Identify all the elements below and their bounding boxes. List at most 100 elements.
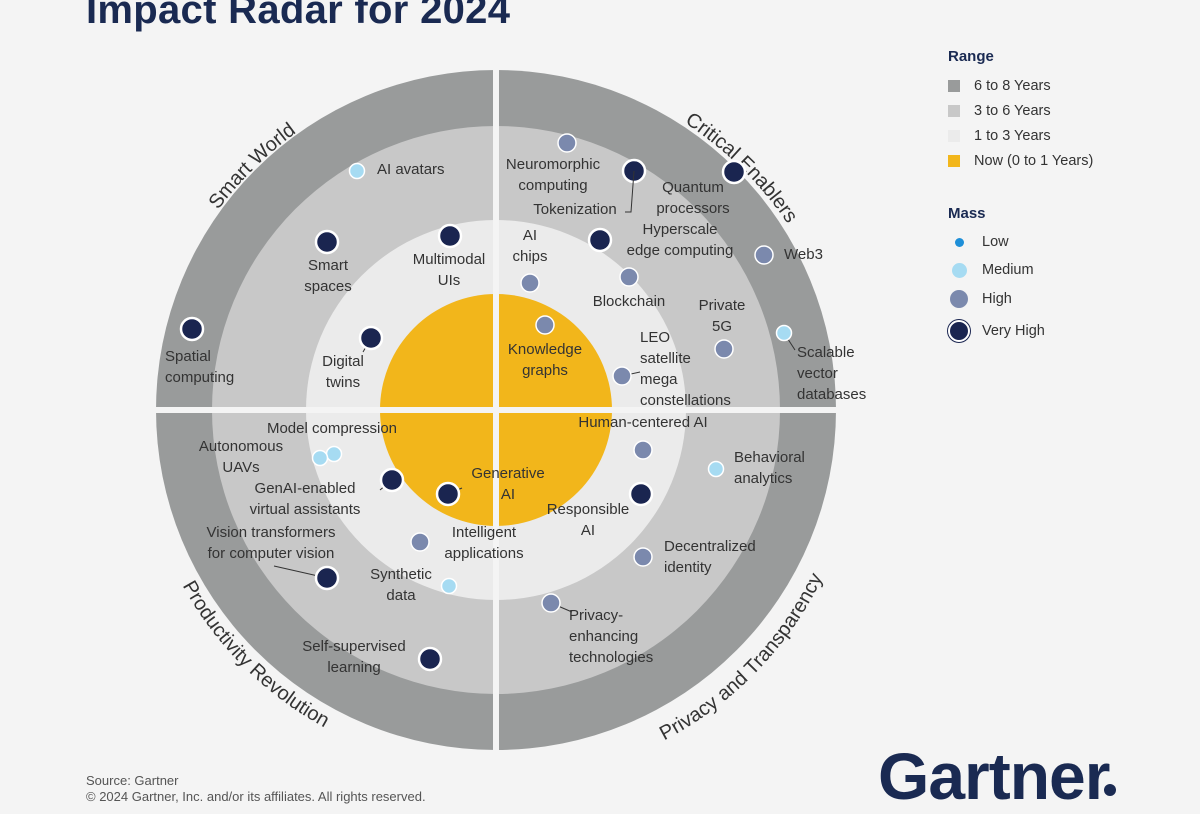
- tech-label-line: Private: [699, 297, 746, 314]
- tech-scalable-vector-databases: Scalable vector databases: [775, 324, 866, 403]
- tech-private-5g: Private 5G: [699, 297, 746, 359]
- tech-leo-satellite-mega-constellations: LEO satellite mega constellations: [612, 329, 731, 409]
- gartner-logo: Gartner: [878, 739, 1110, 813]
- tech-label-line: twins: [326, 374, 360, 391]
- legend-label: Medium: [982, 262, 1034, 278]
- tech-dot: [633, 440, 653, 460]
- tech-label: Spatial computing: [165, 348, 234, 386]
- tech-dot: [775, 324, 793, 342]
- mass-high-icon: [950, 290, 968, 308]
- tech-dot: [410, 532, 430, 552]
- tech-label: Model compression: [267, 420, 397, 437]
- tech-label-line: constellations: [640, 392, 731, 409]
- tech-hyperscale-edge-computing: Hyperscale edge computing: [587, 221, 734, 259]
- tech-label-line: 5G: [712, 318, 732, 335]
- tech-label-line: virtual assistants: [250, 501, 361, 518]
- tech-label-line: Self-supervised: [302, 638, 405, 655]
- tech-label: Blockchain: [593, 293, 666, 310]
- tech-tokenization: Tokenization: [533, 159, 747, 218]
- tech-label: Scalable vector databases: [797, 344, 866, 403]
- mass-medium-icon: [951, 262, 967, 278]
- tech-label-line: edge computing: [627, 242, 734, 259]
- tech-label: Web3: [784, 246, 823, 263]
- legend-mass-title: Mass: [948, 205, 986, 222]
- tech-label: Neuromorphic computing: [506, 156, 601, 194]
- tech-label-line: Scalable: [797, 344, 855, 361]
- tech-label-line: Multimodal: [413, 251, 486, 268]
- legend-swatch: [948, 105, 960, 117]
- tech-label-line: processors: [656, 200, 729, 217]
- tech-label-line: Neuromorphic: [506, 156, 601, 173]
- tech-model-compression: Model compression: [267, 420, 397, 463]
- tech-dot: [435, 481, 461, 507]
- tech-label-line: spaces: [304, 278, 352, 295]
- tech-web3: Web3: [754, 245, 823, 265]
- legend-range-item: 1 to 3 Years: [948, 126, 1051, 146]
- tech-label-line: Smart: [308, 257, 349, 274]
- tech-dot: [721, 159, 747, 185]
- tech-label-line: UAVs: [222, 459, 259, 476]
- legend-label: 1 to 3 Years: [974, 128, 1051, 144]
- tech-genai-enabled-virtual-assistants: GenAI-enabled virtual assistants: [250, 467, 405, 518]
- legend-label: Low: [982, 234, 1009, 250]
- quadrant-dividers: [152, 66, 840, 754]
- tech-label-line: vector: [797, 365, 838, 382]
- tech-label: Intelligent applications: [444, 524, 523, 562]
- leader-line: [625, 170, 635, 213]
- tech-synthetic-data: Synthetic data: [370, 566, 458, 604]
- tech-label-line: Responsible: [547, 501, 630, 518]
- tech-label-line: AI: [501, 486, 515, 503]
- tech-dot: [379, 467, 405, 493]
- technology-markers: AI avatars Smart spaces Spatial computing Mul…: [165, 133, 866, 676]
- tech-digital-twins: Digital twins: [322, 325, 384, 391]
- tech-label-line: Synthetic: [370, 566, 432, 583]
- tech-label: Knowledge graphs: [508, 341, 582, 379]
- tech-label-line: Spatial: [165, 348, 211, 365]
- tech-label: Decentralized identity: [664, 538, 756, 576]
- tech-label-line: Blockchain: [593, 293, 666, 310]
- tech-neuromorphic-computing: Neuromorphic computing: [506, 133, 601, 194]
- tech-ai-chips: AI chips: [512, 227, 548, 293]
- tech-label-line: technologies: [569, 649, 653, 666]
- tech-generative-ai: Generative AI: [435, 465, 545, 507]
- tech-dot: [707, 460, 725, 478]
- tech-label-line: Hyperscale: [642, 221, 717, 238]
- tech-label-line: databases: [797, 386, 866, 403]
- tech-label-line: LEO: [640, 329, 670, 346]
- tech-autonomous-uavs: Autonomous UAVs: [199, 438, 329, 476]
- tech-dot: [325, 445, 343, 463]
- tech-label-line: satellite: [640, 350, 691, 367]
- tech-label: Self-supervised learning: [302, 638, 405, 676]
- tech-dot: [314, 565, 340, 591]
- tech-intelligent-applications: Intelligent applications: [410, 524, 524, 562]
- legend-label: 6 to 8 Years: [974, 78, 1051, 94]
- tech-label-line: Behavioral: [734, 449, 805, 466]
- tech-dot: [311, 449, 329, 467]
- tech-label: Smart spaces: [304, 257, 352, 295]
- tech-label-line: Decentralized: [664, 538, 756, 555]
- legend-range-title: Range: [948, 48, 994, 65]
- tech-label-line: GenAI-enabled: [255, 480, 356, 497]
- legend-label: Now (0 to 1 Years): [974, 153, 1094, 169]
- tech-label-line: computing: [518, 177, 587, 194]
- tech-label: Privacy-enhancing technologies: [569, 607, 653, 666]
- tech-label: AI chips: [512, 227, 547, 265]
- tech-dot: [314, 229, 340, 255]
- tech-knowledge-graphs: Knowledge graphs: [508, 315, 582, 379]
- tech-label: Synthetic data: [370, 566, 432, 604]
- tech-label-line: AI: [581, 522, 595, 539]
- tech-label-line: mega: [640, 371, 678, 388]
- tech-multimodal-uis: Multimodal UIs: [413, 223, 486, 289]
- tech-label: Tokenization: [533, 201, 616, 218]
- tech-label-line: chips: [512, 248, 547, 265]
- tech-behavioral-analytics: Behavioral analytics: [707, 449, 805, 487]
- tech-dot: [437, 223, 463, 249]
- legend-mass-item: Low: [948, 232, 1009, 252]
- tech-self-supervised-learning: Self-supervised learning: [302, 638, 443, 676]
- tech-label-line: identity: [664, 559, 712, 576]
- tech-dot: [714, 339, 734, 359]
- legend-label: Very High: [982, 323, 1045, 339]
- tech-dot: [417, 646, 443, 672]
- tech-label: Quantum processors: [656, 179, 729, 217]
